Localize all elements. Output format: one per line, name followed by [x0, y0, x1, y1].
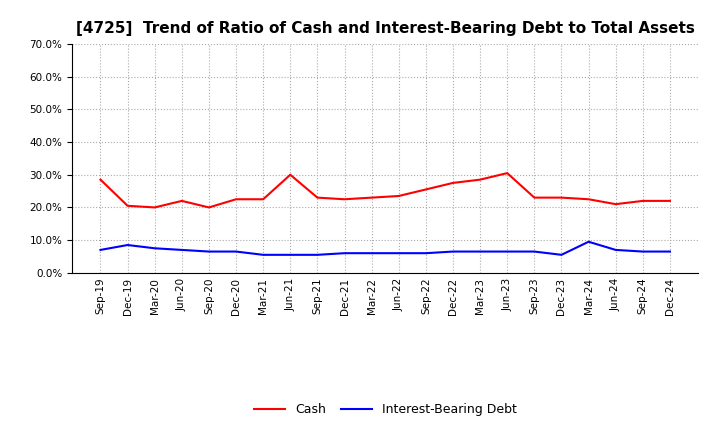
Interest-Bearing Debt [421, 250, 430, 256]
Cash [557, 195, 566, 200]
Interest-Bearing Debt [530, 249, 539, 254]
Cash [639, 198, 647, 204]
Interest-Bearing Debt [584, 239, 593, 244]
Cash [259, 197, 268, 202]
Cash [476, 177, 485, 182]
Cash [421, 187, 430, 192]
Interest-Bearing Debt [259, 252, 268, 257]
Cash [150, 205, 159, 210]
Interest-Bearing Debt [96, 247, 105, 253]
Interest-Bearing Debt [178, 247, 186, 253]
Interest-Bearing Debt [204, 249, 213, 254]
Interest-Bearing Debt [313, 252, 322, 257]
Interest-Bearing Debt [665, 249, 674, 254]
Cash [123, 203, 132, 209]
Interest-Bearing Debt [449, 249, 457, 254]
Cash [584, 197, 593, 202]
Interest-Bearing Debt [611, 247, 620, 253]
Interest-Bearing Debt [639, 249, 647, 254]
Line: Interest-Bearing Debt: Interest-Bearing Debt [101, 242, 670, 255]
Cash [395, 193, 403, 198]
Legend: Cash, Interest-Bearing Debt: Cash, Interest-Bearing Debt [248, 398, 522, 421]
Interest-Bearing Debt [232, 249, 240, 254]
Interest-Bearing Debt [150, 246, 159, 251]
Title: [4725]  Trend of Ratio of Cash and Interest-Bearing Debt to Total Assets: [4725] Trend of Ratio of Cash and Intere… [76, 21, 695, 36]
Interest-Bearing Debt [557, 252, 566, 257]
Interest-Bearing Debt [476, 249, 485, 254]
Cash [503, 170, 511, 176]
Interest-Bearing Debt [286, 252, 294, 257]
Interest-Bearing Debt [395, 250, 403, 256]
Line: Cash: Cash [101, 173, 670, 207]
Cash [530, 195, 539, 200]
Cash [367, 195, 376, 200]
Interest-Bearing Debt [123, 242, 132, 248]
Cash [665, 198, 674, 204]
Cash [611, 202, 620, 207]
Cash [313, 195, 322, 200]
Cash [204, 205, 213, 210]
Cash [286, 172, 294, 177]
Interest-Bearing Debt [503, 249, 511, 254]
Cash [96, 177, 105, 182]
Interest-Bearing Debt [341, 250, 349, 256]
Cash [232, 197, 240, 202]
Cash [341, 197, 349, 202]
Interest-Bearing Debt [367, 250, 376, 256]
Cash [449, 180, 457, 186]
Cash [178, 198, 186, 204]
